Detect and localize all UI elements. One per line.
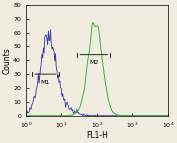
Text: M2: M2 (89, 60, 99, 65)
Text: M1: M1 (41, 80, 50, 85)
Y-axis label: Counts: Counts (3, 47, 12, 74)
X-axis label: FL1-H: FL1-H (86, 131, 108, 140)
